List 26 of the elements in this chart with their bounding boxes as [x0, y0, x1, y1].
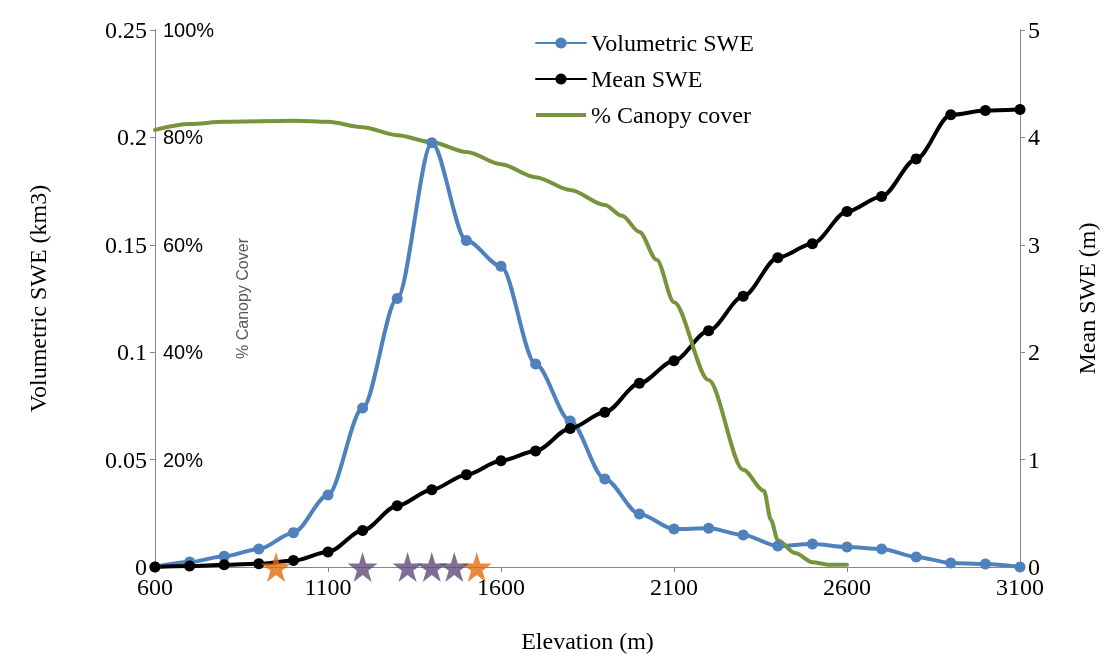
- legend-label: Volumetric SWE: [591, 30, 754, 56]
- y-tick-label: 0.25: [105, 17, 147, 43]
- y-tick-label: 0.05: [105, 446, 147, 473]
- y2-tick-label: 3: [1028, 231, 1040, 258]
- legend-label: % Canopy cover: [591, 102, 751, 128]
- x-axis-title: Elevation (m): [521, 628, 654, 654]
- legend-label: Mean SWE: [591, 66, 703, 92]
- y2-tick-label: 1: [1028, 446, 1040, 473]
- y2-tick-label: 2: [1028, 339, 1040, 366]
- y2-tick-label: 4: [1028, 124, 1040, 151]
- x-tick-label: 1100: [304, 574, 352, 600]
- x-tick-label: 1600: [477, 574, 525, 600]
- y3-axis-title: % Canopy Cover: [233, 237, 251, 359]
- y3-tick-label: 40%: [163, 341, 204, 364]
- y-tick-label: 0.15: [105, 231, 147, 258]
- y3-tick-label: 60%: [163, 233, 204, 256]
- x-tick-label: 2600: [823, 574, 871, 600]
- y3-tick-label: 20%: [163, 448, 204, 471]
- y3-tick-label: 100%: [163, 19, 215, 41]
- y2-tick-label: 5: [1028, 17, 1040, 43]
- x-tick-label: 2100: [650, 574, 698, 600]
- y-tick-label: 0.1: [117, 339, 147, 366]
- y-axis-title: Volumetric SWE (km3): [25, 184, 51, 413]
- y3-tick-label: 80%: [163, 126, 204, 149]
- y-tick-label: 0.2: [117, 124, 147, 151]
- y2-axis-title: Mean SWE (m): [1074, 222, 1100, 375]
